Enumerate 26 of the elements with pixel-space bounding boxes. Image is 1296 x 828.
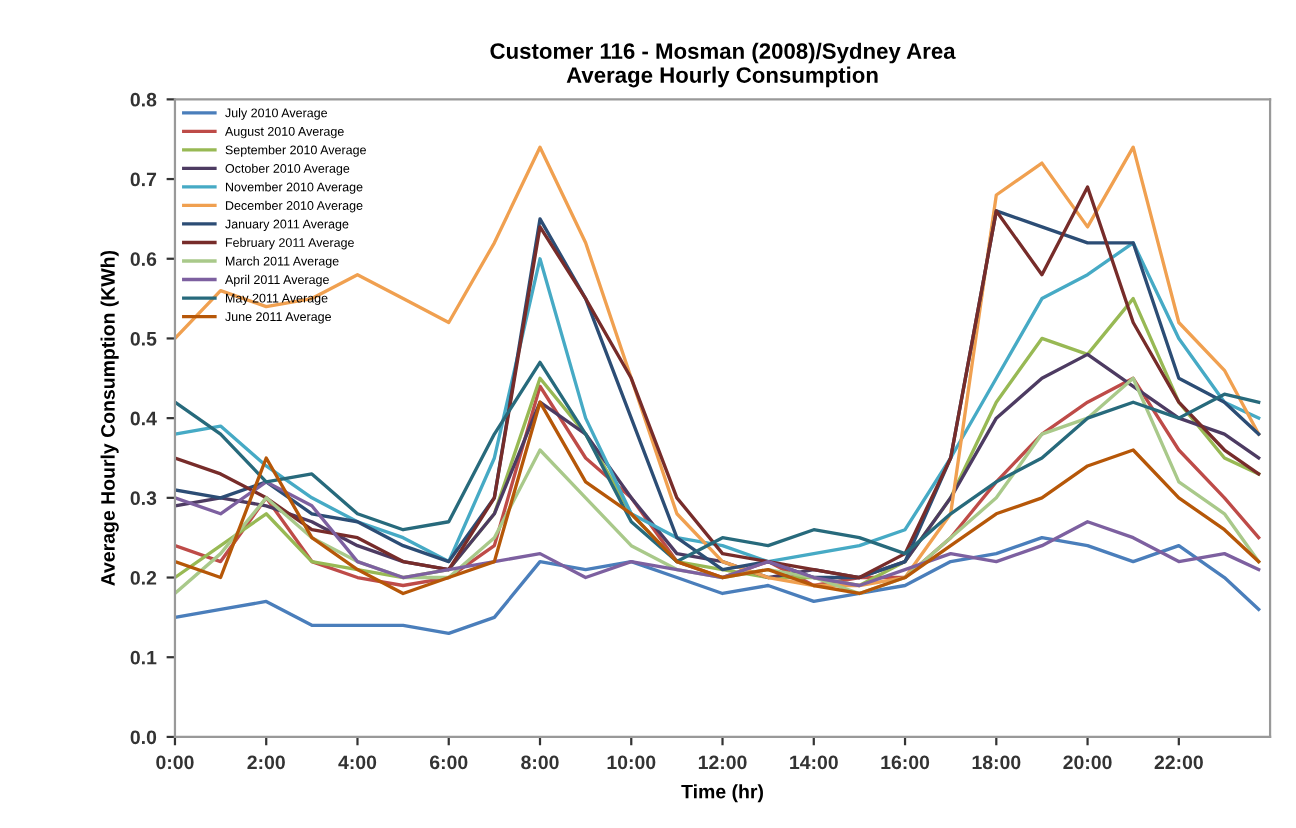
y-tick-label: 0.5 (130, 331, 157, 346)
x-tick-label: 8:00 (521, 755, 559, 770)
x-tick-label: 14:00 (790, 755, 838, 770)
y-tick-label: 0.7 (130, 172, 157, 187)
x-tick-label: 22:00 (1154, 755, 1203, 770)
y-tick-label: 0.6 (130, 252, 157, 266)
y-tick-label: 0.0 (130, 730, 157, 745)
x-tick-label: 18:00 (972, 755, 1021, 770)
line-series (174, 536, 1261, 635)
y-tick-label: 0.8 (130, 92, 157, 107)
x-tick-label: 16:00 (881, 755, 930, 770)
line-series (174, 480, 1261, 588)
y-axis-title: Average Hourly Consumption (KWh) (100, 250, 119, 586)
y-tick-label: 0.4 (130, 411, 157, 426)
x-tick-label: 6:00 (429, 755, 468, 770)
x-tick-label: 20:00 (1063, 755, 1112, 770)
x-tick-label: 2:00 (247, 755, 285, 770)
x-tick-label: 12:00 (698, 755, 747, 770)
y-tick-label: 0.2 (130, 571, 157, 585)
x-axis-title: Time (hr) (681, 784, 763, 803)
y-tick-label: 0.1 (130, 650, 157, 665)
x-tick-label: 10:00 (607, 755, 656, 770)
x-tick-label: 0:00 (156, 755, 194, 770)
chart-title: Customer 116 - Mosman (2008)/Sydney Area Average Hourly Consumption (490, 42, 956, 88)
x-tick-label: 4:00 (338, 755, 377, 770)
y-tick-label: 0.3 (130, 491, 157, 506)
